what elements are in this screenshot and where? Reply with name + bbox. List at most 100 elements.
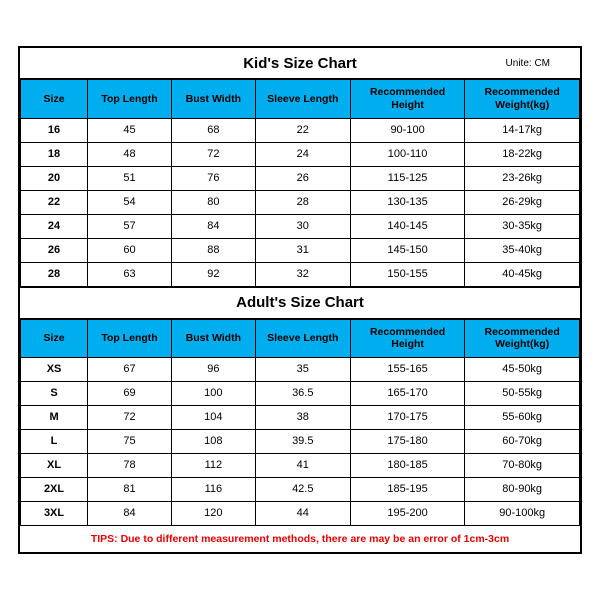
- table-cell: 60-70kg: [465, 429, 580, 453]
- table-cell: 75: [88, 429, 172, 453]
- table-cell: 165-170: [350, 381, 465, 405]
- table-cell: 26: [255, 166, 350, 190]
- table-cell: 145-150: [350, 238, 465, 262]
- table-cell: 35-40kg: [465, 238, 580, 262]
- table-cell: 100-110: [350, 142, 465, 166]
- table-cell: 40-45kg: [465, 262, 580, 286]
- table-row: 26608831145-15035-40kg: [21, 238, 580, 262]
- table-cell: 69: [88, 381, 172, 405]
- table-cell: 170-175: [350, 405, 465, 429]
- kids-table: Size Top Length Bust Width Sleeve Length…: [20, 79, 580, 286]
- table-row: S6910036.5165-17050-55kg: [21, 381, 580, 405]
- table-cell: 48: [88, 142, 172, 166]
- table-cell: 31: [255, 238, 350, 262]
- table-cell: 28: [255, 190, 350, 214]
- table-cell: 76: [171, 166, 255, 190]
- adults-title-row: Adult's Size Chart: [20, 287, 580, 319]
- table-cell: 72: [171, 142, 255, 166]
- table-cell: 42.5: [255, 477, 350, 501]
- table-cell: 116: [171, 477, 255, 501]
- table-row: 2XL8111642.5185-19580-90kg: [21, 477, 580, 501]
- table-cell: 24: [255, 142, 350, 166]
- table-cell: 108: [171, 429, 255, 453]
- table-cell: 18-22kg: [465, 142, 580, 166]
- table-cell: 41: [255, 453, 350, 477]
- table-cell: 36.5: [255, 381, 350, 405]
- table-cell: 115-125: [350, 166, 465, 190]
- table-cell: 16: [21, 118, 88, 142]
- adults-header-row: Size Top Length Bust Width Sleeve Length…: [21, 319, 580, 357]
- table-cell: 112: [171, 453, 255, 477]
- table-cell: 39.5: [255, 429, 350, 453]
- table-row: XS679635155-16545-50kg: [21, 357, 580, 381]
- table-cell: 140-145: [350, 214, 465, 238]
- table-row: 18487224100-11018-22kg: [21, 142, 580, 166]
- table-cell: 18: [21, 142, 88, 166]
- table-cell: 70-80kg: [465, 453, 580, 477]
- adults-title: Adult's Size Chart: [20, 294, 580, 311]
- kids-header-row: Size Top Length Bust Width Sleeve Length…: [21, 80, 580, 118]
- table-cell: 68: [171, 118, 255, 142]
- table-cell: 22: [255, 118, 350, 142]
- col-header: Recommended Weight(kg): [465, 319, 580, 357]
- table-cell: 100: [171, 381, 255, 405]
- table-cell: 175-180: [350, 429, 465, 453]
- table-row: L7510839.5175-18060-70kg: [21, 429, 580, 453]
- table-cell: 72: [88, 405, 172, 429]
- col-header: Sleeve Length: [255, 319, 350, 357]
- table-cell: 54: [88, 190, 172, 214]
- table-cell: 180-185: [350, 453, 465, 477]
- col-header: Recommended Height: [350, 80, 465, 118]
- col-header: Bust Width: [171, 319, 255, 357]
- table-cell: 38: [255, 405, 350, 429]
- table-cell: 130-135: [350, 190, 465, 214]
- size-chart-container: Kid's Size Chart Unite: CM Size Top Leng…: [18, 46, 582, 553]
- col-header: Size: [21, 80, 88, 118]
- col-header: Size: [21, 319, 88, 357]
- table-cell: 155-165: [350, 357, 465, 381]
- table-cell: 96: [171, 357, 255, 381]
- table-cell: 80-90kg: [465, 477, 580, 501]
- table-cell: 22: [21, 190, 88, 214]
- table-row: 20517626115-12523-26kg: [21, 166, 580, 190]
- table-cell: 81: [88, 477, 172, 501]
- table-cell: 88: [171, 238, 255, 262]
- table-cell: 63: [88, 262, 172, 286]
- table-cell: 24: [21, 214, 88, 238]
- table-cell: 26-29kg: [465, 190, 580, 214]
- col-header: Top Length: [88, 319, 172, 357]
- table-cell: 50-55kg: [465, 381, 580, 405]
- kids-title: Kid's Size Chart: [20, 55, 580, 72]
- table-cell: XL: [21, 453, 88, 477]
- table-cell: 185-195: [350, 477, 465, 501]
- table-cell: 3XL: [21, 501, 88, 525]
- kids-title-row: Kid's Size Chart Unite: CM: [20, 48, 580, 79]
- table-cell: 104: [171, 405, 255, 429]
- table-cell: 90-100: [350, 118, 465, 142]
- table-cell: 30-35kg: [465, 214, 580, 238]
- table-row: M7210438170-17555-60kg: [21, 405, 580, 429]
- table-row: 28639232150-15540-45kg: [21, 262, 580, 286]
- table-cell: 150-155: [350, 262, 465, 286]
- table-cell: 51: [88, 166, 172, 190]
- table-cell: M: [21, 405, 88, 429]
- unit-label: Unite: CM: [506, 58, 550, 69]
- col-header: Top Length: [88, 80, 172, 118]
- table-cell: 90-100kg: [465, 501, 580, 525]
- table-cell: 195-200: [350, 501, 465, 525]
- table-cell: 55-60kg: [465, 405, 580, 429]
- col-header: Recommended Height: [350, 319, 465, 357]
- table-cell: 2XL: [21, 477, 88, 501]
- table-cell: 30: [255, 214, 350, 238]
- table-cell: 14-17kg: [465, 118, 580, 142]
- table-cell: 84: [171, 214, 255, 238]
- table-cell: 23-26kg: [465, 166, 580, 190]
- table-cell: 45-50kg: [465, 357, 580, 381]
- table-cell: 26: [21, 238, 88, 262]
- table-cell: 92: [171, 262, 255, 286]
- table-cell: 67: [88, 357, 172, 381]
- adults-table: Size Top Length Bust Width Sleeve Length…: [20, 319, 580, 526]
- col-header: Recommended Weight(kg): [465, 80, 580, 118]
- table-row: XL7811241180-18570-80kg: [21, 453, 580, 477]
- table-cell: XS: [21, 357, 88, 381]
